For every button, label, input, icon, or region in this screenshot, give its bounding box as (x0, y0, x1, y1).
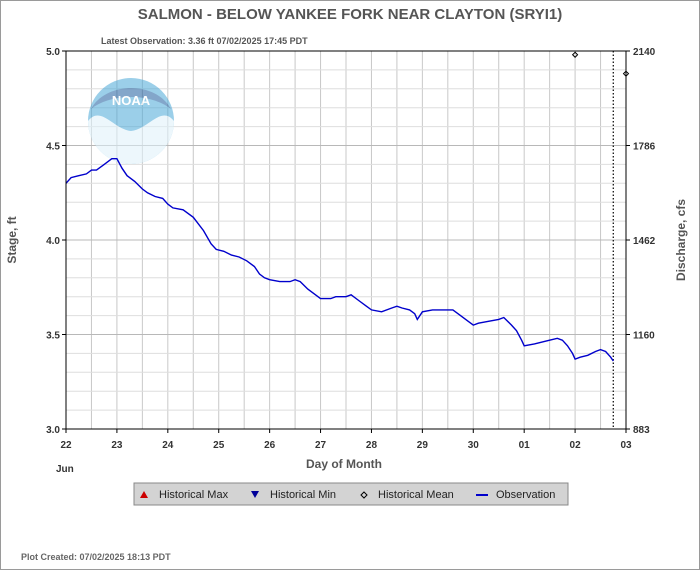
y-tick-label: 4.0 (46, 236, 60, 247)
y2-tick-label: 2140 (633, 47, 656, 58)
y-tick-label: 3.0 (46, 425, 60, 436)
y-tick-label: 5.0 (46, 47, 60, 58)
plot-created-footer: Plot Created: 07/02/2025 18:13 PDT (21, 552, 171, 562)
historical-mean-point (571, 51, 579, 58)
x-tick-label: 02 (570, 440, 582, 451)
y-axis-ticks: 3.0 3.5 4.0 4.5 5.0 (46, 47, 66, 436)
y2-axis-ticks: 883 1160 1462 1786 2140 (626, 47, 656, 436)
latest-observation: Latest Observation: 3.36 ft 07/02/2025 1… (101, 36, 308, 46)
x-tick-label: 24 (162, 440, 174, 451)
observation-line (65, 158, 614, 362)
y-axis-label: Stage, ft (5, 216, 19, 263)
x-tick-label: 27 (315, 440, 327, 451)
legend-symbol-historical-mean (360, 491, 368, 499)
x-tick-label: 23 (111, 440, 123, 451)
legend-label-historical-min: Historical Min (270, 489, 336, 501)
series-layer (65, 51, 630, 429)
x-tick-label: 22 (60, 440, 72, 451)
x-tick-label: 01 (519, 440, 531, 451)
y2-tick-label: 1786 (633, 142, 656, 153)
y2-tick-label: 1160 (633, 331, 655, 342)
legend-symbol-historical-max (140, 491, 148, 498)
y2-tick-label: 1462 (633, 236, 656, 247)
noaa-logo: NOAA (88, 78, 174, 164)
y2-tick-label: 883 (633, 425, 650, 436)
legend-label-historical-mean: Historical Mean (378, 489, 454, 501)
x-tick-label: 29 (417, 440, 429, 451)
noaa-logo-text: NOAA (112, 93, 151, 108)
month-label: Jun (56, 464, 74, 475)
x-tick-label: 25 (213, 440, 225, 451)
y-tick-label: 3.5 (46, 331, 60, 342)
y-tick-label: 4.5 (46, 142, 60, 153)
x-tick-label: 26 (264, 440, 276, 451)
legend-label-historical-max: Historical Max (159, 489, 229, 501)
x-tick-label: 30 (468, 440, 480, 451)
x-tick-label: 03 (620, 440, 632, 451)
x-axis-label: Day of Month (306, 457, 382, 471)
chart-title: SALMON - BELOW YANKEE FORK NEAR CLAYTON … (138, 6, 562, 23)
noaa-logo-wave (88, 115, 174, 164)
noaa-logo-bird (91, 88, 171, 109)
legend-symbol-historical-min (251, 491, 259, 498)
legend: Historical Max Historical Min Historical… (133, 482, 569, 506)
y2-axis-label: Discharge, cfs (674, 199, 688, 281)
x-axis-ticks: 22 23 24 25 26 27 28 29 30 01 02 03 (60, 429, 632, 451)
legend-label-observation: Observation (496, 489, 555, 501)
x-tick-label: 28 (366, 440, 378, 451)
legend-box (133, 482, 569, 506)
